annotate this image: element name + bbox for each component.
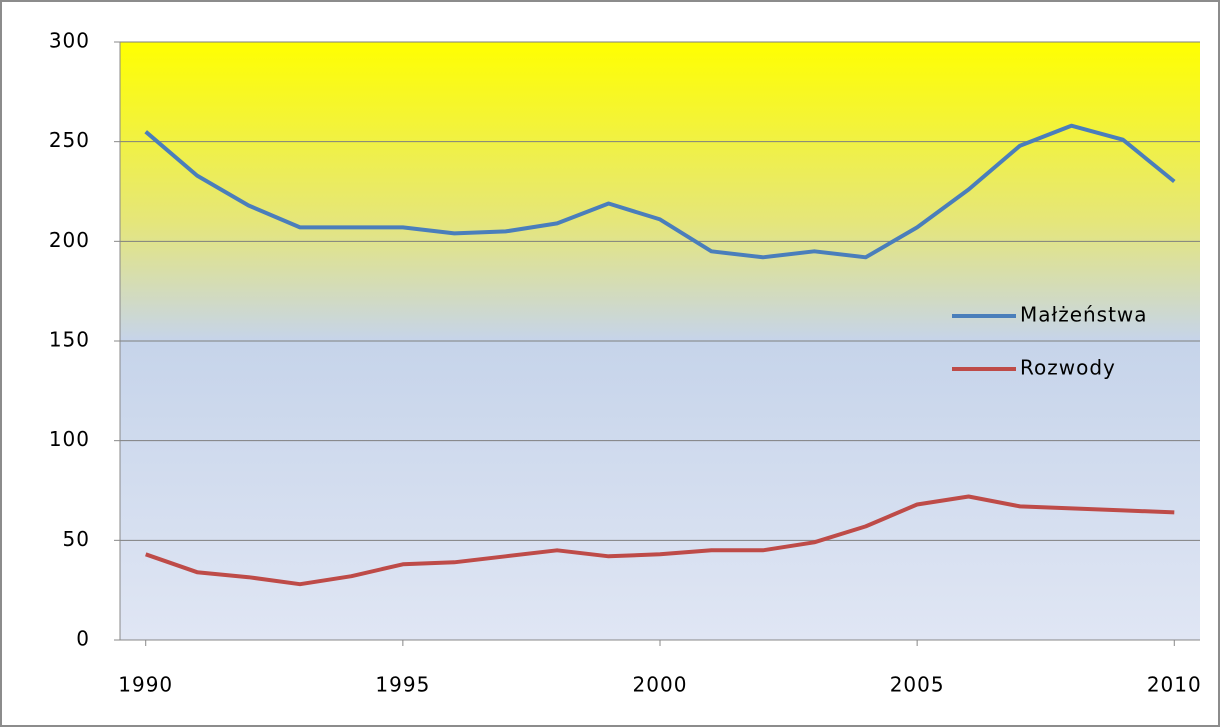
data-line [145, 494, 1175, 587]
x-tick-label: 1995 [375, 673, 430, 697]
legend-label: Małżeństwa [1020, 303, 1148, 327]
x-tick-label: 2005 [890, 673, 945, 697]
y-tick-label: 200 [49, 228, 90, 252]
data-line [144, 123, 1176, 260]
y-tick-label: 150 [49, 328, 90, 352]
x-tick-label: 2000 [633, 673, 688, 697]
legend-label: Rozwody [1020, 356, 1116, 380]
y-tick-label: 100 [49, 427, 90, 451]
y-tick-label: 0 [76, 627, 90, 651]
y-tick-label: 250 [49, 128, 90, 152]
y-tick-label: 300 [49, 29, 90, 53]
y-tick-label: 50 [63, 527, 90, 551]
x-tick-label: 2010 [1147, 673, 1202, 697]
x-tick-label: 1990 [118, 673, 173, 697]
